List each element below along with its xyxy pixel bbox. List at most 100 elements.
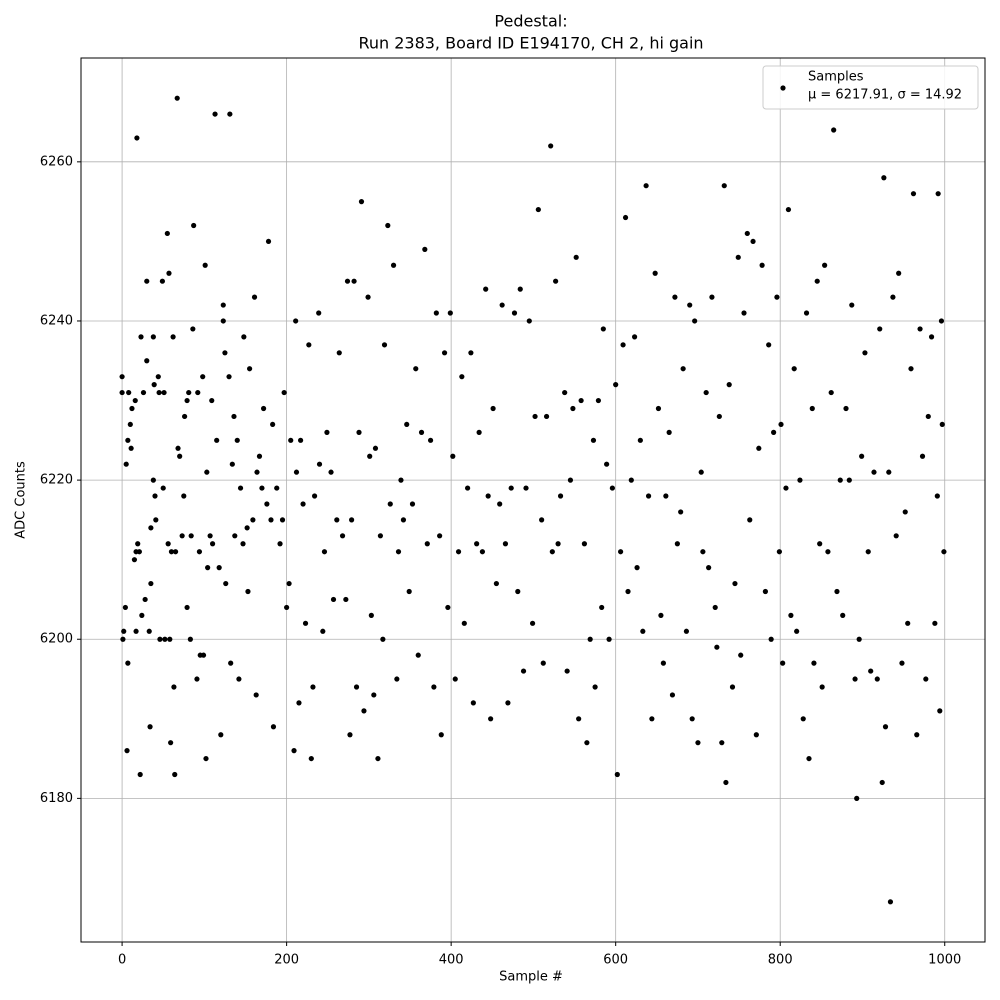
point xyxy=(643,183,649,189)
point xyxy=(124,748,130,754)
point xyxy=(195,389,201,396)
point xyxy=(714,644,720,650)
point xyxy=(226,374,232,380)
point xyxy=(706,565,712,571)
y-tick-label: 6240 xyxy=(40,313,73,328)
point xyxy=(865,549,871,555)
point xyxy=(902,509,908,515)
point xyxy=(184,604,190,611)
point xyxy=(244,525,250,531)
point xyxy=(427,437,434,443)
point xyxy=(146,628,152,634)
point xyxy=(212,111,218,117)
point xyxy=(135,541,141,547)
point xyxy=(660,660,666,666)
point xyxy=(887,899,894,905)
point xyxy=(131,557,138,563)
point xyxy=(387,501,393,507)
point xyxy=(459,374,465,380)
point xyxy=(499,302,505,308)
point xyxy=(526,318,532,324)
point xyxy=(756,445,762,451)
point xyxy=(592,684,598,690)
point xyxy=(515,588,521,595)
point xyxy=(259,485,265,491)
point xyxy=(281,389,287,396)
point xyxy=(132,397,138,404)
point xyxy=(505,700,511,706)
point xyxy=(614,771,620,778)
point xyxy=(353,684,360,690)
point xyxy=(150,334,156,340)
point xyxy=(655,405,662,412)
point xyxy=(165,541,171,547)
point xyxy=(291,748,297,754)
point xyxy=(732,580,738,587)
point xyxy=(127,421,133,428)
point xyxy=(194,676,200,682)
point xyxy=(555,541,561,547)
point xyxy=(265,238,272,245)
point xyxy=(184,397,190,404)
point xyxy=(177,453,183,459)
y-tick-label: 6200 xyxy=(40,632,73,647)
point xyxy=(251,294,258,300)
point xyxy=(814,278,820,284)
point xyxy=(445,604,451,611)
point xyxy=(240,541,246,547)
point xyxy=(155,374,161,380)
point xyxy=(380,636,386,642)
point xyxy=(896,270,902,276)
point xyxy=(170,334,176,340)
point xyxy=(600,326,606,332)
point xyxy=(573,254,579,260)
point xyxy=(709,294,715,300)
point xyxy=(254,469,260,475)
point xyxy=(161,389,167,396)
point xyxy=(562,389,568,396)
point xyxy=(935,191,941,197)
point xyxy=(293,318,299,324)
point xyxy=(721,183,727,189)
point xyxy=(567,477,574,483)
point xyxy=(502,541,509,547)
point xyxy=(186,389,192,396)
point xyxy=(125,660,131,666)
point xyxy=(367,453,373,459)
point xyxy=(166,270,172,276)
point xyxy=(365,294,371,300)
point xyxy=(539,517,545,523)
point xyxy=(674,541,680,547)
point xyxy=(540,660,546,666)
x-axis-label: Sample # xyxy=(499,970,563,985)
point xyxy=(468,350,474,356)
point xyxy=(381,342,388,348)
x-tick-label: 400 xyxy=(439,953,464,968)
point xyxy=(618,549,624,555)
point xyxy=(669,692,676,698)
point xyxy=(122,604,128,611)
point xyxy=(431,684,437,690)
point xyxy=(200,652,207,658)
point xyxy=(766,342,772,348)
point xyxy=(268,517,274,523)
point xyxy=(171,684,177,690)
point xyxy=(424,541,430,547)
point xyxy=(296,700,302,706)
point xyxy=(893,533,899,539)
point xyxy=(581,541,588,547)
point xyxy=(148,525,154,531)
point xyxy=(576,716,582,722)
point xyxy=(144,358,150,364)
point xyxy=(776,549,782,555)
point xyxy=(450,453,456,459)
point xyxy=(683,628,690,634)
point xyxy=(415,652,421,658)
point xyxy=(144,278,150,284)
point xyxy=(797,477,803,483)
point xyxy=(119,374,125,380)
point xyxy=(483,286,489,292)
point xyxy=(368,612,374,618)
point xyxy=(147,724,153,730)
point xyxy=(578,397,584,404)
